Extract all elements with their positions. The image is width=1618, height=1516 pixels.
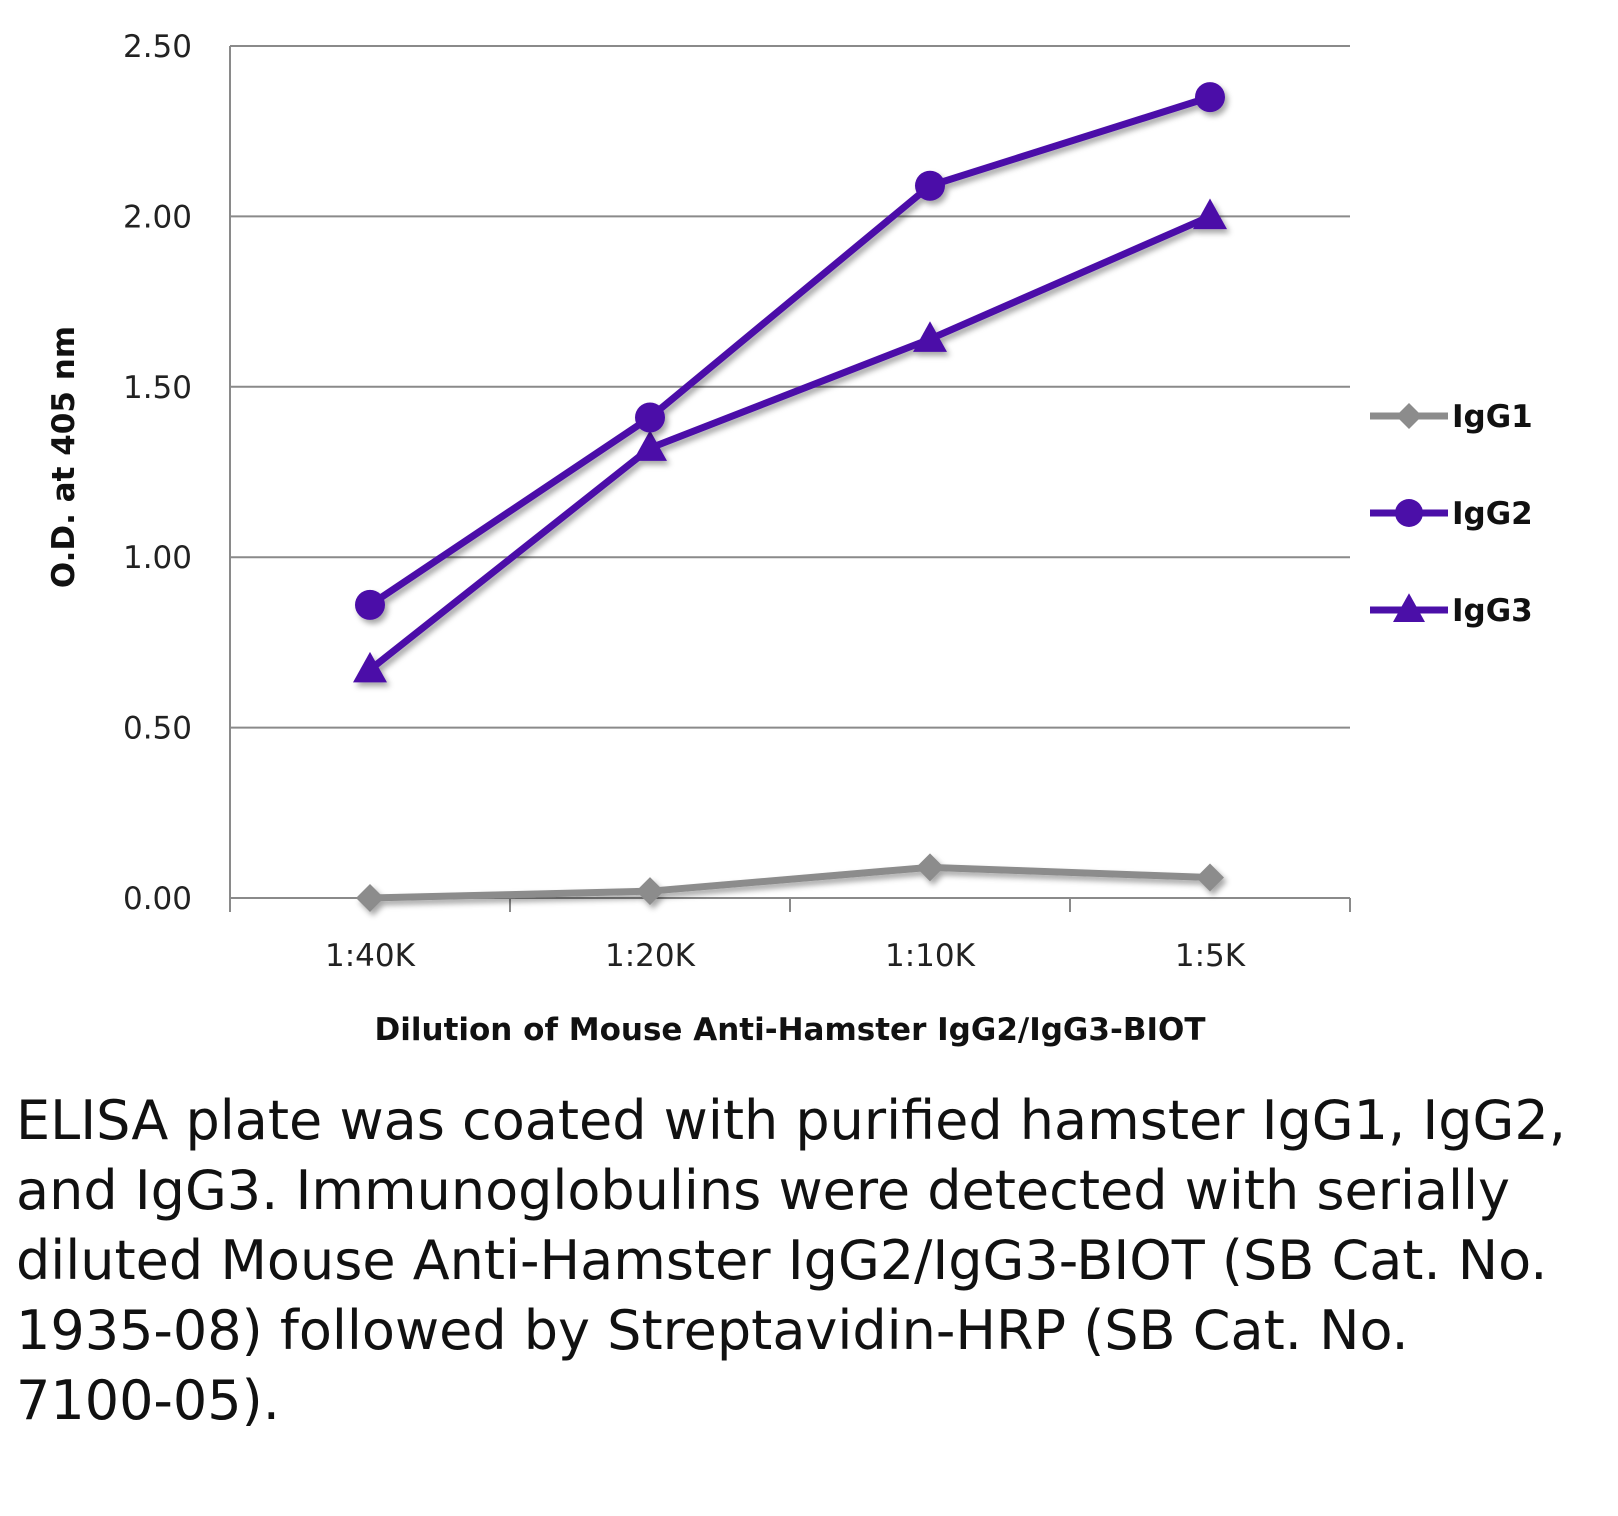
x-tick-label: 1:10K bbox=[885, 938, 976, 974]
igg1-point bbox=[1196, 863, 1224, 892]
legend-label: IgG2 bbox=[1452, 496, 1533, 532]
y-tick-label: 1.50 bbox=[123, 370, 192, 406]
series-igg3 bbox=[353, 198, 1227, 683]
igg2-point bbox=[1195, 82, 1225, 113]
axes: 0.00 0.50 1.00 1.50 2.00 2.50 1:40K 1:20K 1:10K 1… bbox=[123, 29, 1351, 974]
y-tick-label: 2.00 bbox=[123, 199, 192, 235]
igg1-point bbox=[636, 877, 664, 906]
igg2-point bbox=[635, 402, 665, 433]
legend-marker bbox=[1395, 499, 1423, 527]
legend-item-igg3: IgG3 bbox=[1370, 593, 1533, 629]
x-axis-title: Dilution of Mouse Anti-Hamster IgG2/IgG3… bbox=[375, 1012, 1206, 1048]
series-igg2 bbox=[355, 82, 1225, 620]
series-line-igg1 bbox=[369, 863, 1211, 902]
gridlines bbox=[230, 45, 1350, 729]
igg3-point bbox=[353, 651, 387, 683]
y-tick-label: 2.50 bbox=[123, 29, 192, 65]
igg1-point bbox=[916, 853, 944, 882]
igg3-point bbox=[633, 430, 667, 461]
series-line-igg2 bbox=[368, 93, 1212, 608]
x-tick-label: 1:40K bbox=[325, 938, 416, 974]
legend-marker bbox=[1393, 593, 1425, 622]
data-series bbox=[353, 82, 1227, 912]
igg3-point bbox=[913, 321, 947, 352]
igg2-point bbox=[915, 170, 945, 201]
igg1-point bbox=[356, 884, 384, 912]
y-tick-label: 1.00 bbox=[123, 540, 192, 576]
legend-label: IgG3 bbox=[1452, 593, 1533, 629]
series-igg1 bbox=[356, 853, 1224, 912]
legend-item-igg2: IgG2 bbox=[1370, 496, 1533, 532]
series-line-igg3 bbox=[367, 213, 1212, 673]
legend: IgG1 IgG2 IgG3 bbox=[1370, 399, 1533, 629]
y-tick-label: 0.00 bbox=[123, 881, 192, 917]
legend-item-igg1: IgG1 bbox=[1370, 399, 1533, 435]
x-tick-label: 1:20K bbox=[605, 938, 696, 974]
igg3-point bbox=[1193, 198, 1227, 230]
legend-marker bbox=[1396, 403, 1422, 429]
igg2-point bbox=[355, 589, 385, 620]
y-tick-label: 0.50 bbox=[123, 711, 192, 747]
y-axis-title: O.D. at 405 nm bbox=[46, 326, 82, 588]
figure-caption: ELISA plate was coated with purified ham… bbox=[16, 1089, 1566, 1432]
x-tick-label: 1:5K bbox=[1175, 938, 1246, 974]
elisa-line-chart: 0.00 0.50 1.00 1.50 2.00 2.50 1:40K 1:20K 1:10K 1… bbox=[46, 29, 1533, 1048]
legend-label: IgG1 bbox=[1452, 399, 1533, 435]
